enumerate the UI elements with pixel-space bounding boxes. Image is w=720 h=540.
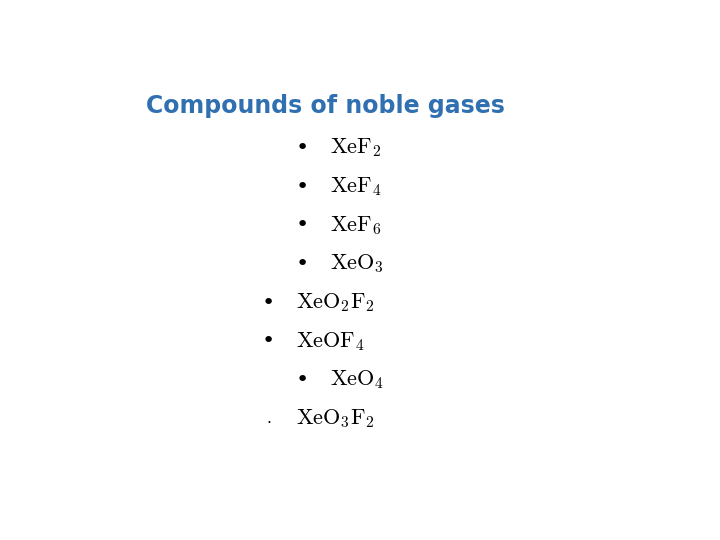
Text: •: • xyxy=(262,332,275,352)
Text: •: • xyxy=(295,138,309,158)
Text: $\mathrm{XeF_4}$: $\mathrm{XeF_4}$ xyxy=(330,175,382,198)
Text: $\mathrm{XeF_6}$: $\mathrm{XeF_6}$ xyxy=(330,214,381,237)
Text: $\mathrm{XeO_3F_2}$: $\mathrm{XeO_3F_2}$ xyxy=(297,407,375,430)
Text: $\mathrm{XeO_4}$: $\mathrm{XeO_4}$ xyxy=(330,368,384,392)
Text: •: • xyxy=(295,370,309,390)
Text: $\mathrm{XeO_3}$: $\mathrm{XeO_3}$ xyxy=(330,253,384,275)
Text: Compounds of noble gases: Compounds of noble gases xyxy=(145,94,505,118)
Text: .: . xyxy=(266,411,271,426)
Text: $\mathrm{XeOF_4}$: $\mathrm{XeOF_4}$ xyxy=(297,330,365,353)
Text: •: • xyxy=(295,254,309,274)
Text: •: • xyxy=(262,293,275,313)
Text: •: • xyxy=(295,177,309,197)
Text: $\mathrm{XeF_2}$: $\mathrm{XeF_2}$ xyxy=(330,137,381,159)
Text: •: • xyxy=(295,215,309,235)
Text: $\mathrm{XeO_2F_2}$: $\mathrm{XeO_2F_2}$ xyxy=(297,291,375,314)
